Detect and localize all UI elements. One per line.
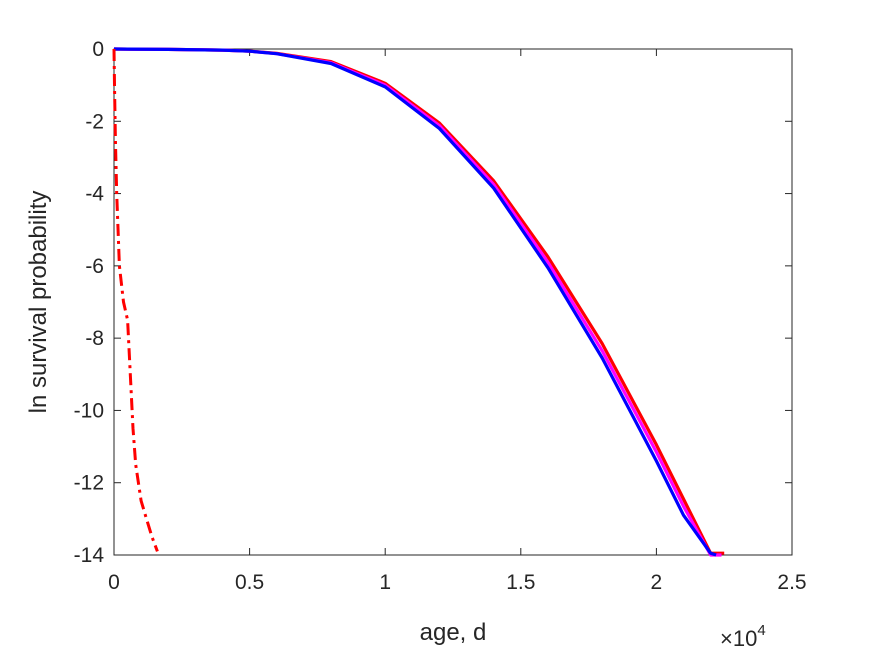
x-tick-label: 0.5	[235, 571, 264, 594]
x-axis-label: age, d	[420, 619, 487, 646]
y-tick-label: -6	[85, 255, 104, 278]
y-axis-label: ln survival probability	[25, 191, 52, 414]
series-group	[112, 47, 725, 557]
series-line-3	[113, 47, 717, 557]
y-tick-label: -14	[74, 544, 105, 567]
x-axis-multiplier-base: ×10	[720, 626, 757, 651]
y-tick-label: -8	[85, 327, 104, 350]
y-tick-label: -10	[74, 399, 104, 422]
x-tick-label: 0	[108, 571, 120, 594]
x-tick-label: 1.5	[506, 571, 535, 594]
x-tick-label: 2.5	[777, 571, 806, 594]
x-tick-label: 1	[379, 571, 391, 594]
series-line-4	[112, 48, 159, 552]
plot-area	[113, 48, 793, 556]
y-axis-ticks: 0 -2 -4 -6 -8 -10 -12 -14	[74, 38, 792, 567]
x-axis-multiplier-exponent: 4	[757, 622, 765, 639]
y-tick-label: -4	[85, 183, 104, 206]
x-axis-multiplier: ×104	[720, 622, 766, 651]
y-tick-label: 0	[92, 38, 104, 61]
x-tick-label: 2	[651, 571, 663, 594]
y-tick-label: -12	[74, 472, 104, 495]
x-axis-ticks: 0 0.5 1 1.5 2 2.5	[108, 49, 807, 594]
y-tick-label: -2	[85, 110, 104, 133]
